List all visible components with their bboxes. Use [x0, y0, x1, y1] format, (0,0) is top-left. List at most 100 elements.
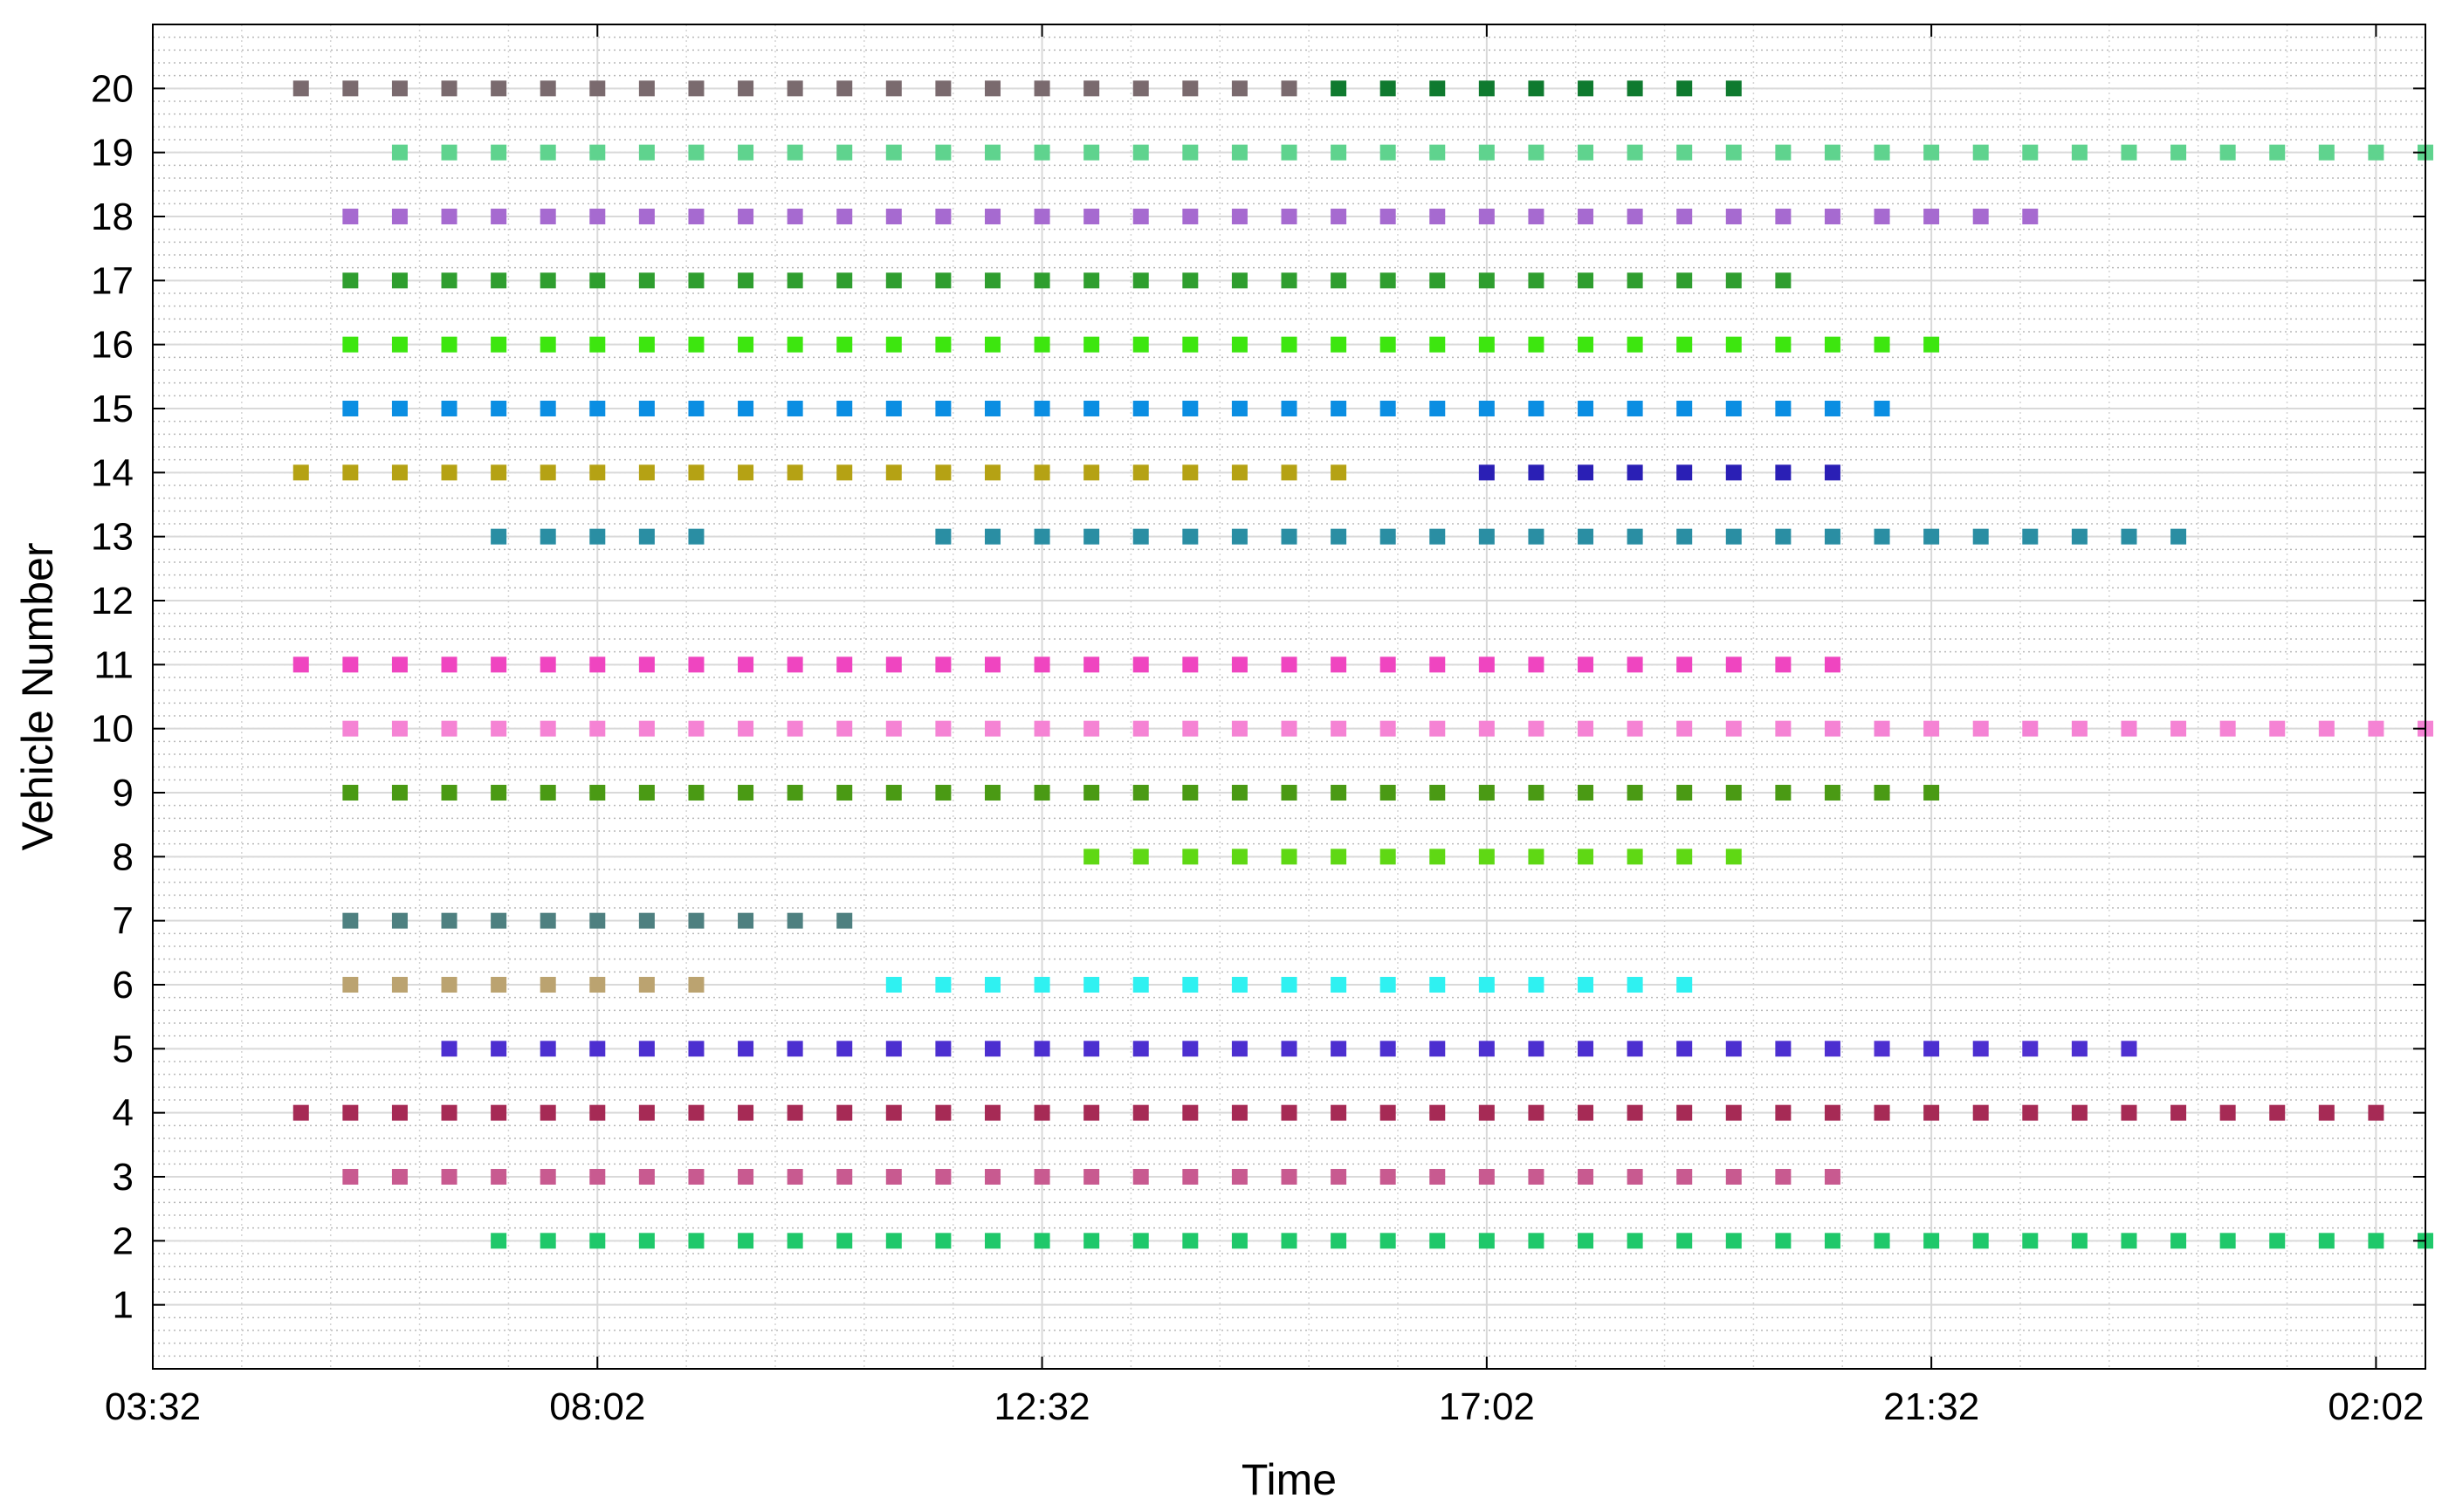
vehicle-6-marker — [688, 977, 705, 993]
vehicle-19-marker — [2269, 144, 2286, 161]
vehicle-13-marker — [984, 528, 1001, 545]
vehicle-14-marker — [1182, 464, 1199, 481]
vehicle-17-marker — [1231, 272, 1248, 289]
vehicle-5-marker — [1331, 1041, 1347, 1057]
vehicle-19-marker — [589, 144, 606, 161]
vehicle-15-marker — [1874, 401, 1890, 416]
vehicle-6-marker — [935, 977, 952, 993]
vehicle-10-marker — [1182, 720, 1199, 737]
vehicle-4-marker — [1676, 1104, 1693, 1121]
vehicle-7-marker — [540, 912, 556, 929]
vehicle-11-marker — [1132, 656, 1149, 673]
vehicle-2-marker — [2368, 1233, 2384, 1249]
vehicle-15-marker — [1132, 401, 1149, 416]
vehicle-6-marker — [1231, 977, 1248, 993]
vehicle-9-marker — [935, 785, 952, 801]
vehicle-3-marker — [738, 1169, 754, 1185]
vehicle-13-marker — [1379, 528, 1396, 545]
vehicle-10-marker — [2071, 720, 2088, 737]
vehicle-20-marker — [738, 80, 754, 97]
vehicle-20-marker — [984, 80, 1001, 97]
vehicle-13-marker — [1923, 528, 1940, 545]
vehicle-19-marker — [1379, 144, 1396, 161]
vehicle-15-marker — [1775, 401, 1792, 416]
vehicle-13-marker — [491, 528, 507, 545]
vehicle-9-marker — [738, 785, 754, 801]
vehicle-3-marker — [342, 1169, 359, 1185]
vehicle-10-marker — [1083, 720, 1100, 737]
vehicle-4-marker — [2121, 1104, 2137, 1121]
vehicle-20-marker — [1281, 80, 1297, 97]
vehicle-8-marker — [1281, 849, 1297, 865]
vehicle-9-marker — [391, 785, 408, 801]
vehicle-2-marker — [1478, 1233, 1495, 1249]
vehicle-15-marker — [391, 401, 408, 416]
vehicle-9-marker — [787, 785, 803, 801]
vehicle-19-marker — [2368, 144, 2384, 161]
vehicle-20-marker — [885, 80, 902, 97]
vehicle-19-marker — [2318, 144, 2335, 161]
vehicle-3-marker — [1528, 1169, 1544, 1185]
vehicle-10-marker — [1132, 720, 1149, 737]
vehicle-3-marker — [1182, 1169, 1199, 1185]
vehicle-2-marker — [1429, 1233, 1446, 1249]
y-tick-label: 3 — [113, 1156, 134, 1199]
vehicle-10-marker — [885, 720, 902, 737]
vehicle-14-marker — [1725, 464, 1742, 481]
vehicle-10-marker — [2219, 720, 2236, 737]
vehicle-19-marker — [1182, 144, 1199, 161]
vehicle-7-marker — [688, 912, 705, 929]
vehicle-17-marker — [638, 272, 655, 289]
vehicle-4-marker — [1478, 1104, 1495, 1121]
vehicle-13-marker — [2121, 528, 2137, 545]
vehicle-18-marker — [1034, 209, 1050, 224]
y-tick-label: 19 — [91, 132, 134, 175]
vehicle-13-marker — [638, 528, 655, 545]
vehicle-10-marker — [2368, 720, 2384, 737]
vehicle-8-marker — [1083, 849, 1100, 865]
vehicle-9-marker — [688, 785, 705, 801]
vehicle-15-marker — [1478, 401, 1495, 416]
vehicle-6-marker — [1132, 977, 1149, 993]
vehicle-2-marker — [1824, 1233, 1840, 1249]
vehicle-16-marker — [787, 336, 803, 353]
vehicle-16-marker — [589, 336, 606, 353]
vehicle-2-marker — [2269, 1233, 2286, 1249]
vehicle-3-marker — [1725, 1169, 1742, 1185]
vehicle-13-marker — [1331, 528, 1347, 545]
vehicle-4-marker — [2368, 1104, 2384, 1121]
vehicle-20-marker — [1478, 80, 1495, 97]
vehicle-6-marker — [1429, 977, 1446, 993]
vehicle-19-marker — [1331, 144, 1347, 161]
vehicle-13-marker — [540, 528, 556, 545]
vehicle-10-marker — [2269, 720, 2286, 737]
vehicle-13-marker — [1725, 528, 1742, 545]
vehicle-5-marker — [1528, 1041, 1544, 1057]
vehicle-5-marker — [1627, 1041, 1643, 1057]
vehicle-11-marker — [1578, 656, 1594, 673]
vehicle-15-marker — [1083, 401, 1100, 416]
vehicle-19-marker — [540, 144, 556, 161]
vehicle-11-marker — [391, 656, 408, 673]
vehicle-5-marker — [885, 1041, 902, 1057]
vehicle-10-marker — [441, 720, 457, 737]
vehicle-11-marker — [984, 656, 1001, 673]
vehicle-20-marker — [342, 80, 359, 97]
vehicle-4-marker — [787, 1104, 803, 1121]
vehicle-8-marker — [1231, 849, 1248, 865]
vehicle-3-marker — [540, 1169, 556, 1185]
vehicle-9-marker — [1083, 785, 1100, 801]
vehicle-17-marker — [1578, 272, 1594, 289]
vehicle-13-marker — [1528, 528, 1544, 545]
vehicle-18-marker — [1528, 209, 1544, 224]
vehicle-20-marker — [1034, 80, 1050, 97]
vehicle-11-marker — [1775, 656, 1792, 673]
vehicle-9-marker — [491, 785, 507, 801]
vehicle-20-marker — [1083, 80, 1100, 97]
vehicle-2-marker — [1725, 1233, 1742, 1249]
vehicle-2-marker — [738, 1233, 754, 1249]
vehicle-9-marker — [1874, 785, 1890, 801]
y-tick-label: 2 — [113, 1220, 134, 1262]
vehicle-4-marker — [491, 1104, 507, 1121]
vehicle-10-marker — [738, 720, 754, 737]
